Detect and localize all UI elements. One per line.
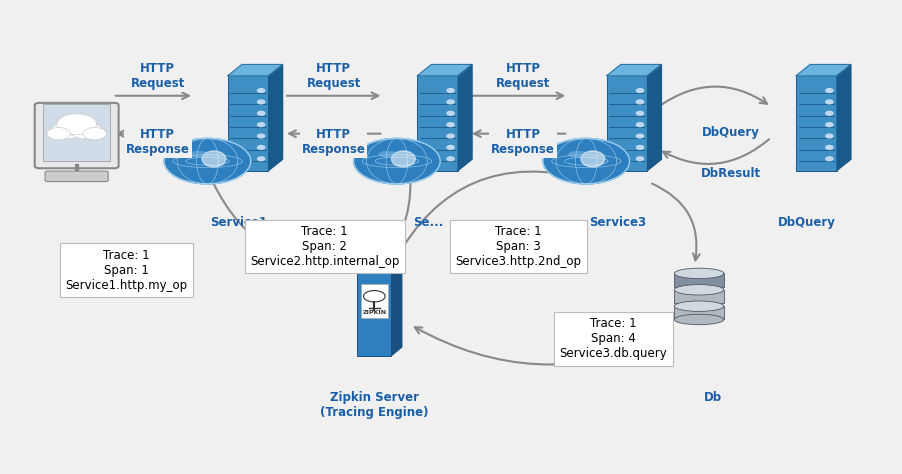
Circle shape (446, 157, 454, 161)
Circle shape (637, 157, 644, 161)
Circle shape (258, 146, 265, 149)
Polygon shape (391, 262, 401, 356)
Circle shape (364, 291, 385, 302)
Text: HTTP
Request: HTTP Request (131, 62, 185, 90)
FancyBboxPatch shape (43, 104, 111, 161)
FancyBboxPatch shape (417, 76, 457, 171)
Ellipse shape (675, 301, 723, 311)
Circle shape (826, 111, 833, 115)
FancyBboxPatch shape (361, 284, 388, 318)
FancyBboxPatch shape (675, 273, 724, 287)
Text: Service3: Service3 (589, 216, 647, 228)
Text: HTTP
Response: HTTP Response (302, 128, 365, 156)
Circle shape (637, 100, 644, 104)
Circle shape (258, 123, 265, 127)
Circle shape (446, 89, 454, 92)
Circle shape (446, 146, 454, 149)
Text: HTTP
Response: HTTP Response (492, 128, 555, 156)
FancyBboxPatch shape (675, 306, 724, 319)
Circle shape (637, 134, 644, 138)
Circle shape (637, 146, 644, 149)
Circle shape (258, 157, 265, 161)
Polygon shape (417, 64, 472, 76)
Text: HTTP
Request: HTTP Request (496, 62, 550, 90)
Circle shape (446, 111, 454, 115)
Text: Zipkin Server
(Tracing Engine): Zipkin Server (Tracing Engine) (320, 391, 428, 419)
Circle shape (258, 89, 265, 92)
Ellipse shape (379, 151, 398, 158)
Polygon shape (357, 262, 401, 270)
Circle shape (826, 146, 833, 149)
Circle shape (354, 138, 440, 184)
Circle shape (826, 100, 833, 104)
Ellipse shape (675, 268, 723, 279)
Text: DbResult: DbResult (701, 166, 760, 180)
Ellipse shape (568, 151, 587, 158)
Text: Se...: Se... (413, 216, 444, 228)
Text: DbQuery: DbQuery (702, 126, 759, 139)
Circle shape (51, 122, 84, 139)
Polygon shape (607, 64, 661, 76)
Ellipse shape (675, 284, 723, 295)
Polygon shape (648, 64, 661, 171)
Ellipse shape (581, 151, 604, 167)
Circle shape (258, 100, 265, 104)
FancyBboxPatch shape (796, 76, 837, 171)
Circle shape (637, 89, 644, 92)
Circle shape (57, 114, 97, 135)
Circle shape (826, 157, 833, 161)
Polygon shape (837, 64, 851, 171)
Ellipse shape (202, 151, 226, 167)
Polygon shape (227, 64, 282, 76)
Circle shape (258, 111, 265, 115)
Polygon shape (457, 64, 472, 171)
Circle shape (637, 123, 644, 127)
Text: HTTP
Request: HTTP Request (307, 62, 361, 90)
Circle shape (826, 123, 833, 127)
Circle shape (83, 128, 106, 140)
FancyBboxPatch shape (357, 270, 391, 356)
Circle shape (47, 128, 70, 140)
Circle shape (543, 138, 630, 184)
Text: DbQuery: DbQuery (778, 216, 836, 228)
Ellipse shape (391, 151, 415, 167)
Text: Trace: 1
Span: 3
Service3.http.2nd_op: Trace: 1 Span: 3 Service3.http.2nd_op (456, 225, 582, 268)
Circle shape (164, 138, 251, 184)
Circle shape (826, 134, 833, 138)
Circle shape (637, 111, 644, 115)
Text: Trace: 1
Span: 2
Service2.http.internal_op: Trace: 1 Span: 2 Service2.http.internal_… (250, 225, 400, 268)
Text: Service1: Service1 (210, 216, 268, 228)
Circle shape (446, 123, 454, 127)
Text: HTTP
Response: HTTP Response (126, 128, 189, 156)
FancyBboxPatch shape (45, 171, 108, 182)
Text: Trace: 1
Span: 1
Service1.http.my_op: Trace: 1 Span: 1 Service1.http.my_op (65, 249, 188, 292)
FancyBboxPatch shape (35, 103, 119, 168)
Text: ZIPKIN: ZIPKIN (363, 310, 386, 316)
FancyBboxPatch shape (607, 76, 648, 171)
Circle shape (258, 134, 265, 138)
Circle shape (69, 122, 102, 139)
Text: Trace: 1
Span: 4
Service3.db.query: Trace: 1 Span: 4 Service3.db.query (559, 318, 667, 360)
Circle shape (446, 100, 454, 104)
FancyBboxPatch shape (227, 76, 269, 171)
Circle shape (446, 134, 454, 138)
Polygon shape (353, 237, 391, 262)
Polygon shape (269, 64, 282, 171)
Polygon shape (796, 64, 851, 76)
Ellipse shape (675, 314, 723, 325)
Text: Db: Db (704, 391, 722, 404)
Circle shape (826, 89, 833, 92)
Ellipse shape (189, 151, 208, 158)
FancyBboxPatch shape (675, 290, 724, 303)
